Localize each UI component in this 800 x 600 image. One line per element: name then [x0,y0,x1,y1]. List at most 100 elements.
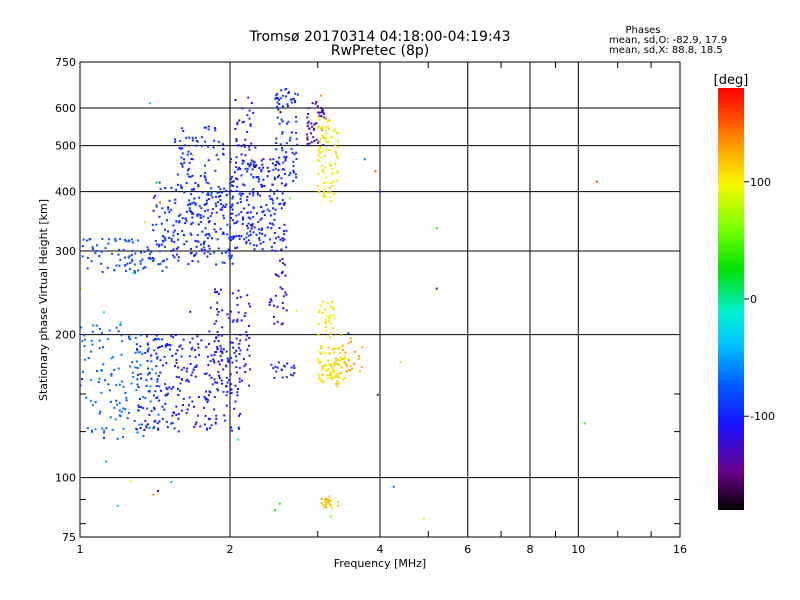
echo-point [260,170,263,173]
echo-point [248,324,250,327]
echo-point [242,358,245,361]
echo-point [171,355,174,357]
echo-point [208,330,211,333]
echo-point [229,160,232,163]
echo-point [220,288,223,291]
echo-point [289,98,292,101]
echo-point [336,145,339,148]
echo-point [219,355,222,358]
echo-point [225,376,228,379]
echo-point [273,212,276,215]
echo-point [204,414,207,417]
echo-point [256,212,258,215]
echo-point [274,509,277,512]
echo-point [187,404,190,407]
echo-point [237,346,240,349]
echo-point [219,208,222,211]
echo-point [249,368,252,371]
echo-point [137,269,140,272]
echo-point [179,184,182,187]
echo-point [347,359,350,362]
echo-point [252,160,255,163]
echo-point [163,245,166,248]
echo-point [245,331,248,334]
echo-point [332,129,335,132]
echo-point [175,359,178,361]
echo-point [167,208,170,211]
echo-point [223,414,226,417]
echo-point [160,389,162,392]
echo-point [325,132,327,135]
echo-point [152,493,155,496]
echo-point [114,239,117,242]
echo-point [225,194,228,197]
echo-point [156,338,159,340]
echo-point [324,181,327,184]
echo-point [307,120,310,123]
echo-point [292,160,295,163]
echo-point [106,266,109,269]
echo-point [323,364,326,367]
echo-point [243,365,246,368]
echo-point [91,431,94,434]
echo-point [205,346,208,349]
echo-point [206,401,209,403]
echo-point [130,238,133,241]
echo-point [223,217,225,220]
echo-point [326,498,329,501]
echo-point [220,347,223,350]
echo-point [220,252,223,255]
echo-point [322,111,325,114]
echo-point [208,234,211,237]
echo-point [103,379,106,382]
echo-point [249,163,252,166]
echo-point [260,217,263,220]
echo-point [270,197,273,200]
echo-point [139,334,142,337]
echo-point [191,346,194,349]
echo-point [214,127,216,130]
echo-point [156,380,159,383]
echo-point [281,270,284,273]
echo-point [215,195,217,198]
echo-point [203,203,206,206]
echo-point [183,191,186,194]
echo-point [204,203,207,206]
echo-point [177,246,180,249]
echo-point [247,227,249,230]
echo-point [191,260,194,262]
echo-point [128,240,131,243]
echo-point [224,206,227,208]
echo-point [223,187,226,190]
echo-point [216,301,219,304]
echo-point [324,501,327,503]
echo-point [226,233,229,236]
echo-point [331,348,334,351]
echo-point [269,238,272,241]
echo-point [137,386,140,388]
echo-point [100,250,103,253]
echo-point [245,338,248,341]
echo-point [296,93,299,96]
echo-point [337,131,340,134]
echo-point [216,191,219,194]
echo-point [190,223,193,226]
echo-point [280,207,283,210]
echo-point [276,161,279,164]
echo-point [284,274,287,277]
echo-point [197,343,200,346]
echo-point [312,128,315,131]
echo-point [107,242,110,245]
echo-point [328,495,331,498]
echo-point [118,264,121,267]
echo-point [113,406,116,409]
echo-point [284,159,287,162]
echo-point [197,185,200,188]
echo-point [328,376,331,379]
echo-point [320,369,323,372]
echo-point [207,192,210,194]
echo-point [226,381,229,384]
echo-point [331,377,334,380]
echo-point [118,414,121,417]
echo-point [240,211,243,214]
